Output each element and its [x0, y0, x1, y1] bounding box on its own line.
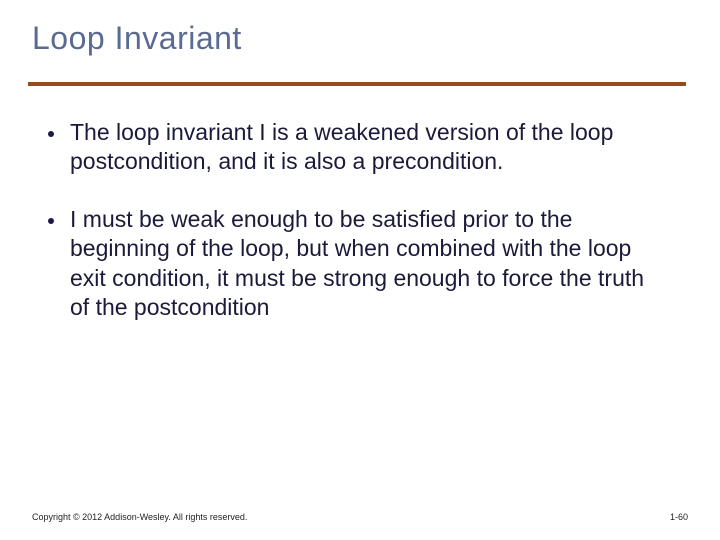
list-item: The loop invariant I is a weakened versi…	[48, 118, 668, 177]
list-item: I must be weak enough to be satisfied pr…	[48, 205, 668, 323]
bullet-text: The loop invariant I is a weakened versi…	[70, 118, 668, 177]
slide: Loop Invariant The loop invariant I is a…	[0, 0, 720, 540]
slide-title: Loop Invariant	[32, 20, 242, 57]
bullet-list: The loop invariant I is a weakened versi…	[48, 118, 668, 351]
bullet-text: I must be weak enough to be satisfied pr…	[70, 205, 668, 323]
title-underline	[28, 82, 686, 86]
copyright-text: Copyright © 2012 Addison-Wesley. All rig…	[32, 512, 247, 522]
bullet-dot-icon	[48, 218, 54, 224]
bullet-dot-icon	[48, 131, 54, 137]
page-number: 1-60	[670, 512, 688, 522]
